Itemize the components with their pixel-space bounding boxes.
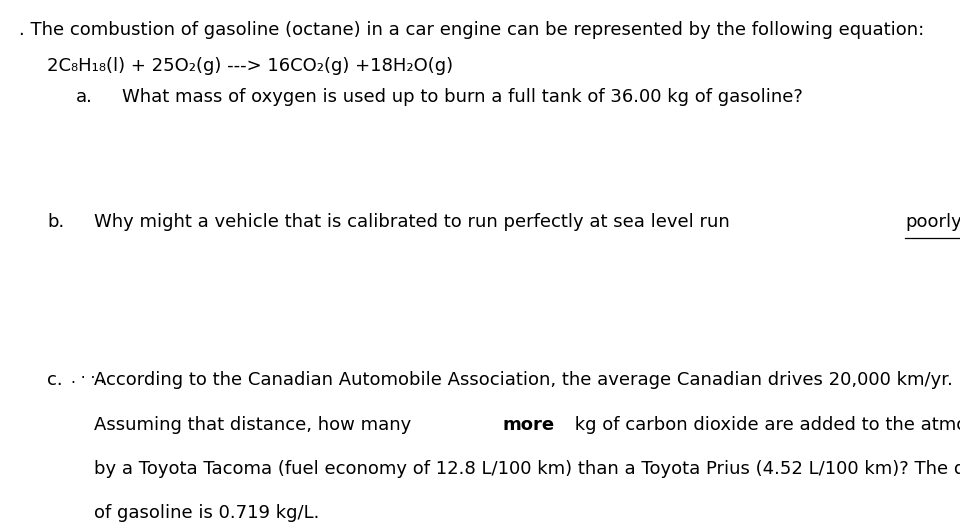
Text: . The combustion of gasoline (octane) in a car engine can be represented by the : . The combustion of gasoline (octane) in… bbox=[19, 21, 924, 39]
Text: b.: b. bbox=[47, 213, 64, 231]
Text: a.: a. bbox=[76, 89, 92, 107]
Text: Assuming that distance, how many: Assuming that distance, how many bbox=[94, 416, 418, 434]
Text: by a Toyota Tacoma (fuel economy of 12.8 L/100 km) than a Toyota Prius (4.52 L/1: by a Toyota Tacoma (fuel economy of 12.8… bbox=[94, 460, 960, 478]
Text: Why might a vehicle that is calibrated to run perfectly at sea level run: Why might a vehicle that is calibrated t… bbox=[94, 213, 735, 231]
Text: . · · .: . · · . bbox=[71, 372, 105, 386]
Text: According to the Canadian Automobile Association, the average Canadian drives 20: According to the Canadian Automobile Ass… bbox=[94, 372, 953, 390]
Text: c.: c. bbox=[47, 372, 62, 390]
Text: poorly: poorly bbox=[905, 213, 960, 231]
Text: more: more bbox=[503, 416, 555, 434]
Text: What mass of oxygen is used up to burn a full tank of 36.00 kg of gasoline?: What mass of oxygen is used up to burn a… bbox=[123, 89, 804, 107]
Text: 2C₈H₁₈(l) + 25O₂(g) ---> 16CO₂(g) +18H₂O(g): 2C₈H₁₈(l) + 25O₂(g) ---> 16CO₂(g) +18H₂O… bbox=[47, 57, 453, 75]
Text: of gasoline is 0.719 kg/L.: of gasoline is 0.719 kg/L. bbox=[94, 504, 320, 522]
Text: kg of carbon dioxide are added to the atmosphere each year: kg of carbon dioxide are added to the at… bbox=[568, 416, 960, 434]
